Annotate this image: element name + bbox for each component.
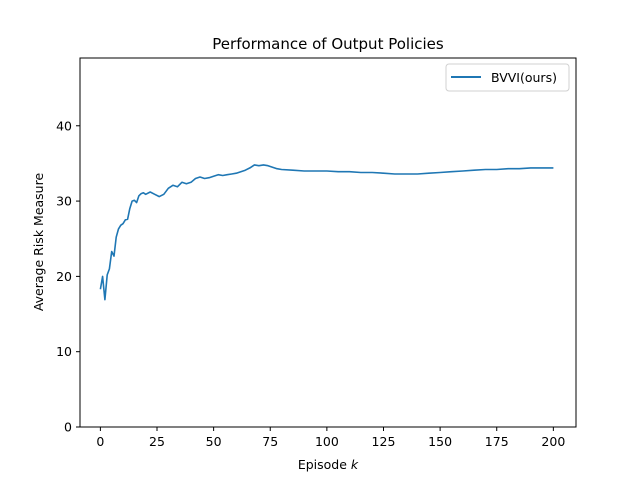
series-line (99, 164, 554, 301)
y-tick-label: 10 (56, 344, 72, 359)
y-axis: 0 10 20 30 40 (56, 118, 80, 435)
y-tick-label: 20 (56, 269, 72, 284)
y-tick-label: 30 (56, 194, 72, 209)
x-tick-label: 50 (206, 434, 222, 449)
legend-label: BVVI(ours) (491, 70, 557, 85)
axes-frame (79, 57, 577, 428)
x-axis-label-variable: k (351, 457, 359, 472)
y-tick-label: 40 (56, 118, 72, 133)
x-tick-label: 150 (428, 434, 452, 449)
chart-title: Performance of Output Policies (212, 35, 444, 53)
y-axis-label: Average Risk Measure (31, 173, 46, 312)
legend-box (445, 63, 570, 92)
x-axis-label: Episode k (298, 457, 359, 472)
x-tick-label: 100 (315, 434, 339, 449)
x-tick-label: 200 (541, 434, 565, 449)
x-tick-label: 75 (262, 434, 278, 449)
x-axis: 0 25 50 75 100 125 150 175 200 (96, 427, 565, 449)
y-tick-label: 0 (64, 420, 72, 435)
plot-area (99, 164, 554, 301)
x-tick-label: 175 (485, 434, 509, 449)
legend: BVVI(ours) (445, 63, 570, 92)
x-tick-label: 25 (149, 434, 165, 449)
x-tick-label: 0 (96, 434, 104, 449)
x-tick-label: 125 (372, 434, 396, 449)
